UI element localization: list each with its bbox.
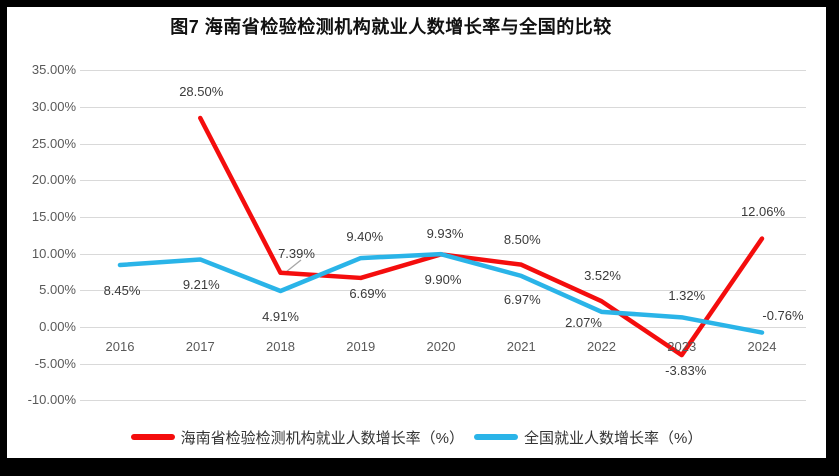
data-label: 6.97% [503,291,541,307]
data-label: 9.90% [424,272,462,288]
y-tick-label: -10.00% [27,392,76,408]
data-label: 28.50% [179,84,224,99]
legend-label: 全国就业人数增长率（%） [524,429,703,447]
data-label: 3.52% [584,268,621,284]
data-label: 1.32% [668,288,706,304]
data-label: 9.40% [346,229,384,245]
legend-swatch-icon [474,434,518,440]
chart-panel [7,7,826,458]
x-tick-label: 2023 [667,339,697,354]
x-tick-label: 2018 [266,339,295,354]
x-tick-label: 2021 [506,339,536,354]
legend-swatch-icon [130,434,175,440]
y-tick-label: -5.00% [34,355,76,371]
y-tick-label: 0.00% [39,319,76,334]
x-tick-label: 2022 [587,339,616,354]
data-label: 8.45% [103,283,141,299]
chart-title: 图7 海南省检验检测机构就业人数增长率与全国的比较 [170,17,612,37]
y-tick-label: 25.00% [31,135,76,151]
data-label: 4.91% [262,308,299,324]
data-label: 2.07% [565,314,602,330]
x-tick-label: 2019 [346,339,376,354]
data-label: 7.39% [278,245,315,261]
data-label: 9.21% [182,277,220,293]
data-label: -3.83% [665,363,707,379]
y-tick-label: 10.00% [31,245,76,261]
x-tick-label: 2016 [105,339,135,354]
series-line-0 [198,115,765,358]
y-tick-label: 5.00% [39,282,76,298]
x-tick-label: 2020 [426,339,456,354]
y-tick-label: 15.00% [31,209,76,224]
data-label: 12.06% [740,203,786,219]
data-label: 6.69% [349,285,387,301]
y-tick-label: 30.00% [31,99,76,114]
x-tick-label: 2024 [747,339,777,354]
legend-item-1: 全国就业人数增长率（%） [474,427,702,448]
data-label: 8.50% [503,231,541,247]
data-label: -0.76% [762,307,804,323]
legend: 海南省检验检测机构就业人数增长率（%） 全国就业人数增长率（%） [7,427,826,447]
label-leader-line [285,259,302,273]
data-label: 9.93% [426,226,464,242]
legend-item-0: 海南省检验检测机构就业人数增长率（%） [130,427,464,448]
y-tick-label: 20.00% [31,172,76,188]
legend-label: 海南省检验检测机构就业人数增长率（%） [180,429,464,447]
series-line-1 [117,251,765,335]
x-tick-label: 2017 [185,339,215,354]
y-tick-label: 35.00% [31,62,76,78]
